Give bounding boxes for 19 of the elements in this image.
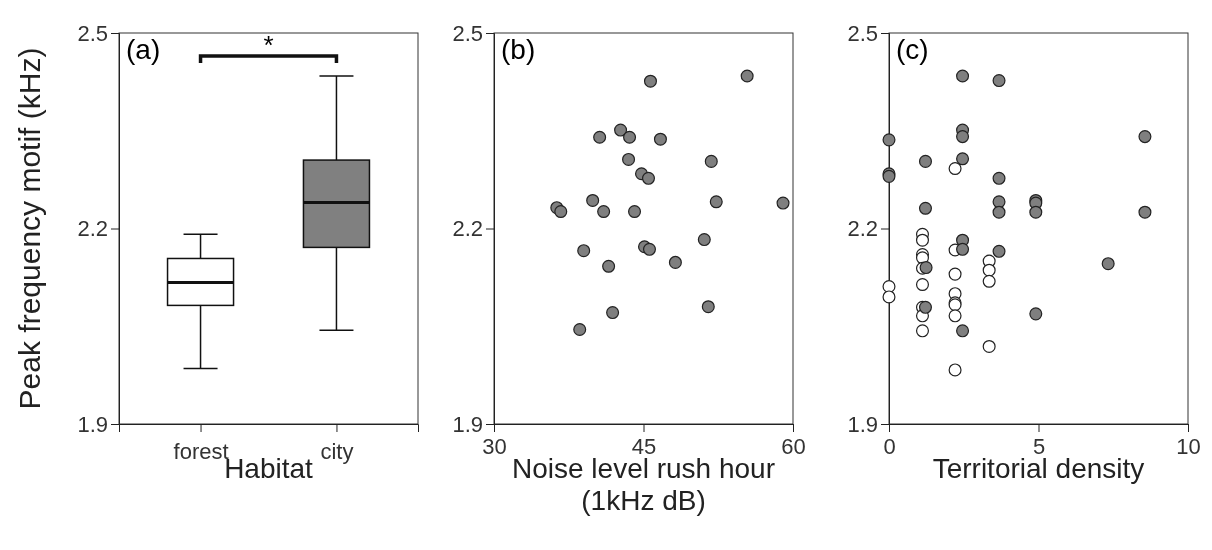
chart-title: (c) bbox=[896, 34, 929, 65]
y-tick-label: 2.5 bbox=[847, 20, 878, 46]
x-tick-label: 60 bbox=[781, 433, 806, 459]
x-tick-label: city bbox=[320, 439, 354, 465]
annotation: * bbox=[263, 30, 274, 60]
y-tick-label: 2.2 bbox=[452, 216, 483, 242]
x-tick-label: 30 bbox=[482, 433, 507, 459]
y-tick-label: 1.9 bbox=[452, 411, 483, 437]
y-tick-label: 2.2 bbox=[77, 216, 108, 242]
x-tick-label: 0 bbox=[883, 433, 896, 459]
y-tick-label: 2.5 bbox=[452, 20, 483, 46]
y-tick-label: 1.9 bbox=[847, 411, 878, 437]
y-axis-title: Peak frequency motif (kHz) bbox=[13, 47, 46, 410]
y-tick-label: 2.2 bbox=[847, 216, 878, 242]
y-tick-label: 2.5 bbox=[77, 20, 108, 46]
y-tick-label: 1.9 bbox=[77, 411, 108, 437]
x-tick-label: 10 bbox=[1176, 433, 1201, 459]
chart-title: (a) bbox=[126, 34, 161, 65]
chart-title: (b) bbox=[501, 34, 536, 65]
